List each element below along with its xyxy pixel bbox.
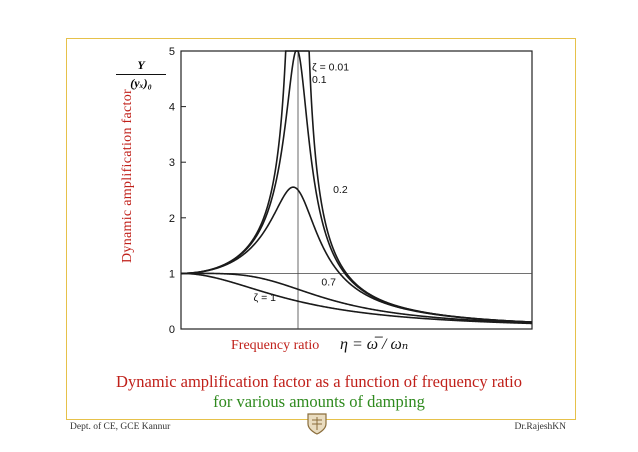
caption-line-1: Dynamic amplification factor as a functi…	[116, 372, 522, 391]
series-label: ζ = 0.01	[312, 61, 349, 73]
y-tick-label: 0	[169, 324, 175, 336]
series-label: 0.2	[333, 184, 348, 196]
series-line-0_1	[181, 50, 533, 323]
y-tick-label: 3	[169, 157, 175, 169]
caption-line-2: for various amounts of damping	[213, 392, 425, 411]
y-axis-label: Dynamic amplification factor	[120, 88, 135, 264]
series-line-1	[181, 272, 533, 325]
y-tick-label: 1	[169, 268, 175, 280]
series-line-0_2	[181, 186, 533, 323]
plot-frame	[180, 50, 533, 330]
frequency-ratio-formula: η = ω̅ / ωₙ	[340, 336, 409, 353]
footer-author: Dr.RajeshKN	[514, 422, 566, 432]
footer-department: Dept. of CE, GCE Kannur	[70, 422, 171, 432]
series-line-0_7	[181, 272, 533, 324]
series-line-0_01	[181, 50, 533, 323]
y-tick-label: 4	[169, 102, 175, 114]
x-axis-label: Frequency ratio	[231, 338, 320, 353]
series-label: 0.1	[312, 74, 327, 86]
y-expression-denominator: (yₓ)₀	[130, 76, 152, 90]
series-label: 0.7	[321, 277, 336, 289]
y-tick-label: 2	[169, 213, 175, 225]
series-label: ζ = 1	[254, 292, 277, 304]
college-emblem-icon	[307, 413, 327, 435]
y-axis-expression: Y (yₓ)₀	[116, 58, 166, 91]
y-expression-numerator: Y	[116, 58, 166, 75]
y-tick-label: 5	[169, 46, 175, 58]
